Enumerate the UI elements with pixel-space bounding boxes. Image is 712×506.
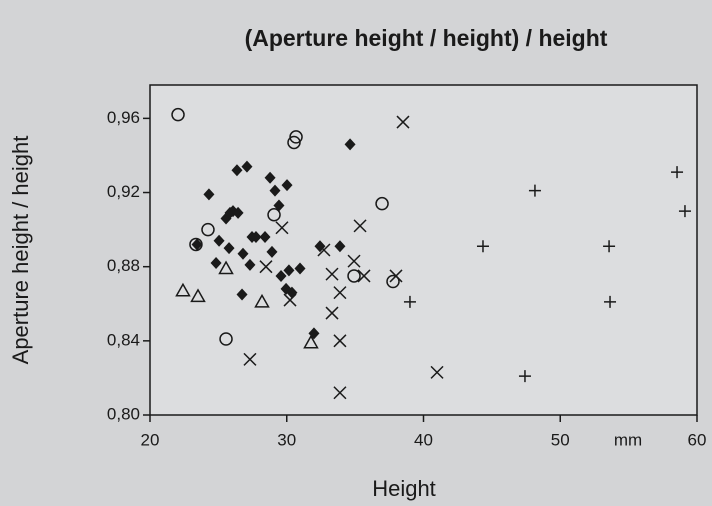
point-cross [275,221,289,235]
point-diamond [264,171,276,184]
point-diamond [241,160,253,173]
point-plus [528,184,541,197]
point-circle [267,208,281,222]
point-diamond [223,242,235,255]
point-cross [325,306,339,320]
point-cross [243,352,257,366]
point-cross [357,269,371,283]
point-diamond [266,245,278,258]
x-axis-label: Height [372,476,436,501]
point-triangle [218,260,234,275]
chart-title: (Aperture height / height) / height [245,25,608,51]
point-diamond [283,264,295,277]
point-plus [403,295,416,308]
point-cross [333,334,347,348]
point-cross [259,260,273,274]
point-diamond [210,256,222,269]
point-cross [333,286,347,300]
point-plus [603,240,616,253]
point-plus [671,166,684,179]
point-diamond [231,164,243,177]
point-circle [201,222,215,237]
point-diamond [294,262,306,275]
point-cross [430,365,444,379]
x-tick-label: 60 [688,430,707,449]
point-diamond [281,179,293,192]
point-diamond [344,138,356,151]
point-cross [283,293,297,307]
point-cross [353,219,367,233]
y-tick-label: 0,80 [107,404,140,423]
point-circle [219,332,233,346]
point-plus [678,205,691,218]
x-tick-label: 30 [277,430,296,449]
point-cross [333,386,347,400]
point-cross [389,269,403,283]
point-diamond [236,288,248,301]
point-circle [375,196,389,211]
y-tick-label: 0,92 [107,182,140,201]
point-cross [396,115,410,129]
point-plus [604,295,617,308]
x-tick-label: 50 [551,430,570,449]
point-triangle [254,293,270,308]
point-diamond [237,247,249,260]
x-tick-label: 20 [141,430,160,449]
point-plus [518,370,531,383]
y-axis-label: Aperture height / height [8,136,33,365]
point-diamond [308,327,320,340]
x-tick-label: 40 [414,430,433,449]
x-unit-label: mm [614,430,642,449]
point-circle [347,269,361,283]
y-tick-label: 0,96 [107,108,140,127]
point-diamond [273,199,285,212]
plot-area: 0,80 0,84 0,88 0,92 0,96 20 30 40 50 60 [107,84,707,449]
point-diamond [334,240,346,253]
point-diamond [213,234,225,247]
point-diamond [232,206,244,219]
point-plus [476,240,489,253]
y-tick-label: 0,84 [107,330,140,349]
point-circle [287,135,301,150]
point-diamond [203,188,215,201]
point-diamond [244,258,256,271]
point-diamond [269,184,281,197]
point-triangle [303,334,319,349]
point-circle [171,107,185,122]
point-triangle [175,282,191,297]
point-cross [347,254,361,268]
y-tick-label: 0,88 [107,256,140,275]
point-diamond [259,231,271,244]
point-diamond [191,238,203,251]
point-cross [317,243,331,257]
point-cross [325,267,339,281]
point-circle [289,130,303,144]
point-circle [386,274,400,289]
point-triangle [190,288,206,303]
point-diamond [275,269,287,282]
point-diamond [250,231,262,244]
